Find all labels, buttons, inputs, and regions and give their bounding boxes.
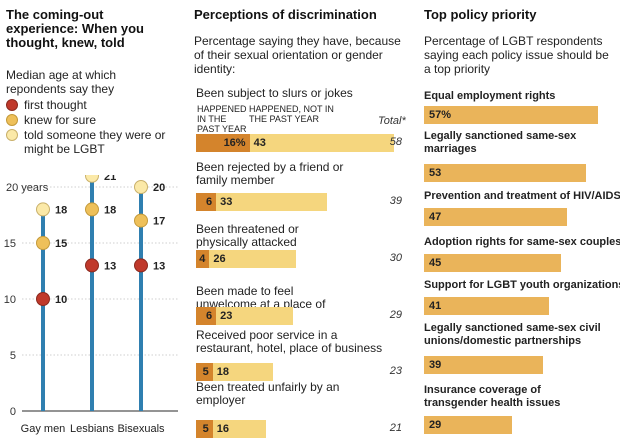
y-tick-label-top: 20 years: [6, 182, 49, 194]
age-dot-label: 20: [153, 182, 165, 194]
policy-bar: 53: [424, 164, 586, 182]
age-dot: [36, 292, 50, 306]
bar-past-year: 5: [196, 420, 213, 438]
ages-chart: 0 5 10 15 20 years Gay men Lesbians Bisexuals 10…: [4, 175, 178, 435]
bar-not-past-year: 18: [212, 363, 274, 381]
y-tick-label: 5: [10, 350, 16, 362]
discrimination-total: 29: [389, 309, 402, 321]
discrimination-item-label: Been subject to slurs or jokes: [196, 86, 353, 100]
legend-swatch-first-thought: [6, 99, 18, 111]
policy-item-label: Support for LGBT youth organizations: [424, 279, 620, 291]
age-dot: [134, 258, 148, 273]
policy-bar: 47: [424, 208, 568, 226]
bar-not-past-year: 26: [209, 250, 297, 268]
legend-told-someone: told someone they were or might be LGBT: [6, 128, 181, 156]
bar-past-year: 6: [196, 193, 217, 211]
discrimination-total: 23: [389, 365, 402, 377]
legend-swatch-told: [6, 129, 18, 141]
y-tick-label: 10: [4, 294, 16, 306]
x-category-label: Bisexuals: [117, 423, 165, 435]
bar-past-year: 4: [196, 250, 210, 268]
legend-label: told someone they were or might be LGBT: [24, 128, 166, 156]
age-dot: [134, 213, 148, 228]
policy-item-label: Legally sanctioned same-sex marriages: [424, 130, 577, 155]
discrimination-total: 39: [389, 195, 402, 207]
legend-first-thought: first thought: [6, 98, 181, 112]
age-dot-label: 18: [104, 204, 116, 216]
policy-title: Top policy priority: [424, 7, 537, 22]
legend-label: knew for sure: [24, 113, 97, 127]
discrimination-total: 21: [389, 422, 402, 434]
age-dot-label: 18: [55, 204, 67, 216]
col-header-past-year: HAPPENED IN THE PAST YEAR: [197, 104, 247, 134]
policy-bar: 45: [424, 254, 562, 272]
age-dot-label: 15: [55, 238, 67, 250]
legend-label: first thought: [24, 98, 87, 112]
bar-not-past-year: 23: [216, 307, 294, 325]
bar-past-year: 16%: [196, 134, 250, 152]
discrimination-item-label: Been threatened or physically attacked: [196, 222, 299, 249]
bar-not-past-year: 16: [212, 420, 267, 438]
age-dot-label: 10: [55, 294, 67, 306]
bar-past-year: 5: [196, 363, 213, 381]
policy-bar: 57%: [424, 106, 598, 124]
age-dot: [36, 236, 50, 250]
age-dot-label: 17: [153, 216, 165, 228]
bar-not-past-year: 43: [249, 134, 394, 152]
discrimination-total: 58: [389, 136, 402, 148]
discrimination-description: Percentage saying they have, because of …: [194, 34, 401, 76]
x-category-label: Lesbians: [70, 423, 115, 435]
bar-not-past-year: 33: [216, 193, 327, 211]
age-dot: [36, 202, 50, 217]
age-dot-label: 21: [104, 175, 116, 183]
y-tick-label: 15: [4, 238, 16, 250]
policy-bar: 39: [424, 356, 543, 374]
col-header-total: Total*: [378, 115, 406, 127]
discrimination-item-label: Been treated unfairly by an employer: [196, 380, 340, 407]
legend-intro: Median age at which repondents say they: [6, 68, 117, 96]
discrimination-total: 30: [389, 252, 402, 264]
col-header-not-past-year: HAPPENED, NOT IN THE PAST YEAR: [249, 104, 334, 124]
policy-item-label: Legally sanctioned same-sex civil unions…: [424, 322, 601, 347]
policy-bar: 29: [424, 416, 513, 434]
ages-legend: first thought knew for sure told someone…: [6, 98, 181, 156]
age-dot: [134, 180, 148, 194]
legend-swatch-knew: [6, 114, 18, 126]
policy-item-label: Equal employment rights: [424, 90, 556, 102]
age-dot-label: 13: [104, 260, 116, 272]
y-tick-label: 0: [10, 406, 16, 418]
age-dot: [85, 258, 99, 273]
age-dot: [85, 175, 99, 183]
x-category-label: Gay men: [21, 423, 66, 435]
discrimination-title: Perceptions of discrimination: [194, 7, 377, 22]
bar-past-year: 6: [196, 307, 217, 325]
policy-item-label: Prevention and treatment of HIV/AIDS: [424, 190, 620, 202]
policy-bar: 41: [424, 297, 550, 315]
age-dot: [85, 202, 99, 217]
coming-out-title: The coming-out experience: When you thou…: [6, 7, 144, 50]
discrimination-item-label: Received poor service in a restaurant, h…: [196, 328, 383, 355]
age-dot-label: 13: [153, 260, 165, 272]
policy-item-label: Insurance coverage of transgender health…: [424, 384, 561, 409]
legend-knew-for-sure: knew for sure: [6, 113, 181, 127]
policy-description: Percentage of LGBT respondents saying ea…: [424, 34, 609, 76]
discrimination-item-label: Been rejected by a friend or family memb…: [196, 160, 344, 187]
policy-item-label: Adoption rights for same-sex couples: [424, 236, 620, 248]
